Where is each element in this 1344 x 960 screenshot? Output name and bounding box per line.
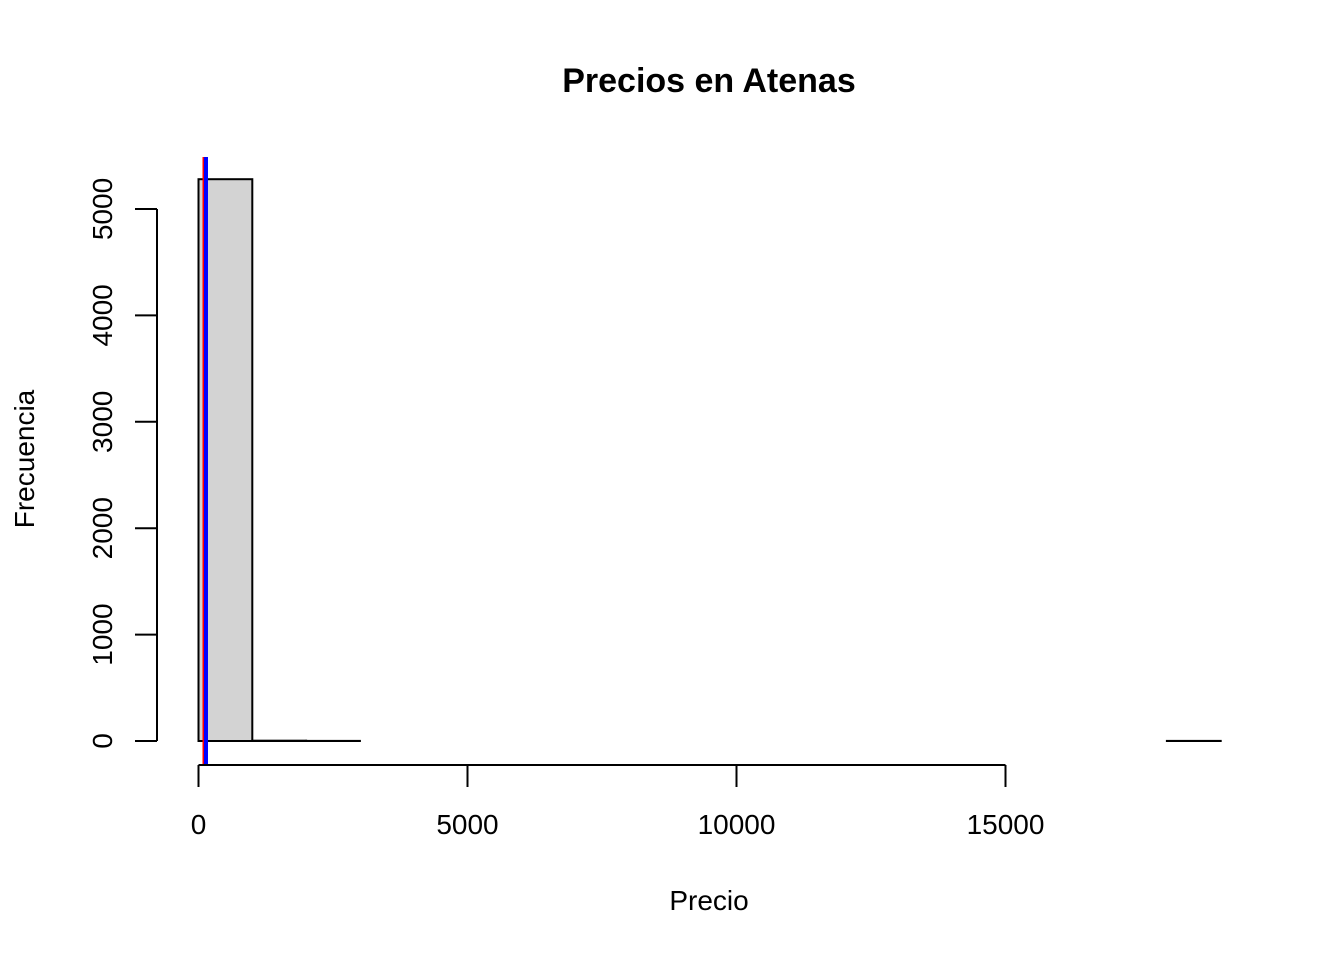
y-tick-label: 1000 bbox=[87, 603, 118, 665]
chart-title: Precios en Atenas bbox=[562, 62, 856, 100]
y-tick-label: 4000 bbox=[87, 284, 118, 346]
y-tick-label: 0 bbox=[87, 733, 118, 749]
y-tick-label: 2000 bbox=[87, 497, 118, 559]
y-tick-label: 5000 bbox=[87, 178, 118, 240]
histogram-bars bbox=[197, 178, 1222, 743]
x-tick-label: 15000 bbox=[967, 809, 1045, 840]
x-axis-title: Precio bbox=[669, 885, 748, 916]
y-axis-title: Frecuencia bbox=[9, 389, 40, 528]
x-tick-label: 5000 bbox=[436, 809, 498, 840]
x-tick-label: 0 bbox=[191, 809, 207, 840]
reference-lines bbox=[202, 157, 208, 765]
y-tick-label: 3000 bbox=[87, 391, 118, 453]
y-axis: 0 1000 2000 3000 4000 5000 bbox=[87, 178, 158, 749]
x-axis: 0 5000 10000 15000 bbox=[191, 764, 1045, 840]
x-tick-label: 10000 bbox=[698, 809, 776, 840]
